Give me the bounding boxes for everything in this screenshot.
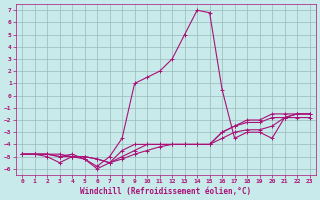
X-axis label: Windchill (Refroidissement éolien,°C): Windchill (Refroidissement éolien,°C) [80, 187, 252, 196]
